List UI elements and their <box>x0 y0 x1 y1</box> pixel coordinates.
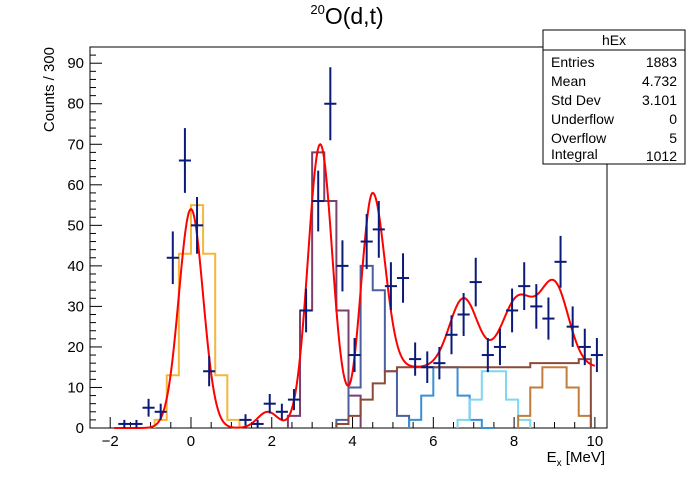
y-tick-label: 90 <box>67 55 84 72</box>
data-point <box>542 297 555 340</box>
stats-box: hEx Entries 1883 Mean 4.732 Std Dev 3.10… <box>542 29 686 165</box>
stats-label-entries: Entries <box>551 54 595 70</box>
x-axis: −2 0 2 4 6 8 10 <box>89 417 604 450</box>
data-point <box>481 338 494 373</box>
y-tick-label: 0 <box>76 420 84 437</box>
x-axis-label-main: E <box>547 449 557 466</box>
stats-value-mean: 4.732 <box>642 73 677 89</box>
data-point <box>190 196 204 254</box>
stats-label-overflow: Overflow <box>551 130 607 146</box>
x-tick-label: 8 <box>510 433 518 450</box>
data-point <box>166 231 179 285</box>
x-tick-label: 6 <box>429 433 437 450</box>
stats-value-stddev: 3.101 <box>642 92 677 108</box>
data-point <box>360 213 373 270</box>
data-point <box>300 288 313 333</box>
data-point <box>142 398 155 417</box>
stats-value-integral: 1012 <box>646 148 677 164</box>
data-point <box>554 235 567 288</box>
data-point <box>578 328 591 366</box>
stats-box-title: hEx <box>602 32 626 48</box>
component-histogram-3 <box>335 264 411 428</box>
y-tick-label: 20 <box>67 339 84 356</box>
y-tick-label: 10 <box>67 379 84 396</box>
y-tick-label: 70 <box>67 136 84 153</box>
x-tick-label: 0 <box>187 433 195 450</box>
stats-value-underflow: 0 <box>669 111 677 127</box>
chart-title: 20O(d,t) <box>310 2 383 29</box>
data-point <box>275 403 288 420</box>
stats-value-overflow: 5 <box>669 130 677 146</box>
component-histogram-5 <box>456 370 532 428</box>
x-axis-label: Ex [MeV] <box>547 449 605 469</box>
y-tick-label: 30 <box>67 298 84 315</box>
stats-label-integral: Integral <box>551 146 598 162</box>
data-point <box>287 389 301 411</box>
data-point <box>263 393 276 414</box>
data-point <box>239 414 252 426</box>
component-histograms <box>153 151 592 429</box>
data-point <box>130 419 143 428</box>
data-point <box>118 419 131 428</box>
data-point <box>396 253 410 303</box>
plot-frame <box>89 46 608 429</box>
stats-label-mean: Mean <box>551 73 586 89</box>
data-points <box>118 67 603 428</box>
chart-title-main: O(d,t) <box>325 3 384 29</box>
data-point <box>506 288 519 333</box>
data-point <box>493 328 507 366</box>
data-point <box>203 356 216 387</box>
data-point <box>421 351 434 384</box>
data-point <box>469 257 482 307</box>
data-point <box>530 284 543 329</box>
data-point <box>457 293 470 336</box>
data-point <box>384 262 397 311</box>
component-histogram-2 <box>286 151 362 428</box>
data-point <box>348 338 361 373</box>
data-point <box>409 342 422 376</box>
y-axis: 0 10 20 30 40 50 60 70 80 90 <box>67 46 102 437</box>
data-point <box>445 315 458 355</box>
x-axis-label-subscript: x <box>557 458 562 469</box>
data-point <box>324 67 337 141</box>
data-point <box>566 306 579 347</box>
data-point <box>433 346 446 380</box>
data-point <box>336 240 349 292</box>
data-point <box>518 262 531 311</box>
component-histogram-7 <box>335 358 592 428</box>
y-axis-label: Counts / 300 <box>41 47 58 132</box>
data-point <box>590 338 603 373</box>
data-point <box>178 128 191 193</box>
chart-title-superscript: 20 <box>310 2 324 17</box>
stats-label-stddev: Std Dev <box>551 92 601 108</box>
data-point <box>372 201 385 258</box>
data-point <box>251 419 264 428</box>
y-tick-label: 40 <box>67 258 84 275</box>
y-tick-label: 80 <box>67 96 84 113</box>
y-tick-label: 60 <box>67 177 84 194</box>
x-tick-label: −2 <box>102 433 119 450</box>
data-point <box>312 170 325 232</box>
component-histogram-6 <box>517 366 592 428</box>
x-axis-label-unit: [MeV] <box>562 449 605 466</box>
y-tick-label: 50 <box>67 217 84 234</box>
x-tick-label: 4 <box>348 433 356 450</box>
x-tick-label: 2 <box>268 433 276 450</box>
x-tick-label: 10 <box>587 433 604 450</box>
stats-label-underflow: Underflow <box>551 111 615 127</box>
stats-value-entries: 1883 <box>646 54 677 70</box>
data-point <box>154 403 167 420</box>
